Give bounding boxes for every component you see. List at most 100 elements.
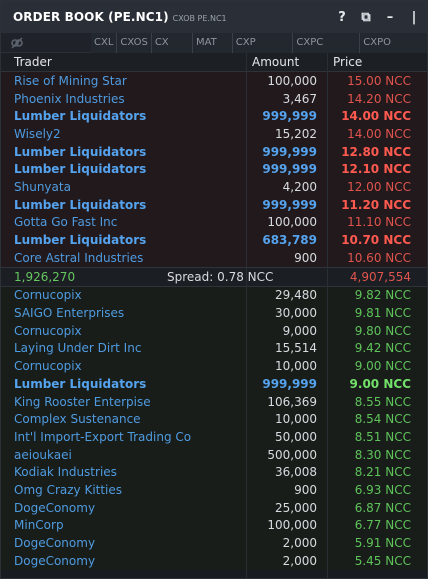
ask-order-row[interactable]: Phoenix Industries 3,467 14.20 NCC — [1, 89, 427, 108]
bid-order-row[interactable]: Cornucopix 10,000 9.00 NCC — [1, 357, 427, 375]
trader-name[interactable]: Rise of Mining Star — [14, 73, 127, 88]
order-price: 15.00 NCC — [347, 73, 411, 88]
trader-name[interactable]: Kodiak Industries — [14, 465, 117, 480]
trader-name[interactable]: Cornucopix — [14, 323, 82, 338]
trader-name[interactable]: Lumber Liquidators — [14, 233, 147, 248]
header-price[interactable]: Price — [333, 55, 363, 69]
order-amount: 999,999 — [262, 376, 317, 391]
exchange-tab[interactable]: CXPO PE.NC1 — [359, 33, 427, 68]
bid-order-row[interactable]: Complex Sustenance 10,000 8.54 NCC — [1, 410, 427, 429]
bid-order-row[interactable]: Kodiak Industries 36,008 8.21 NCC — [1, 463, 427, 482]
trader-name[interactable]: King Rooster Enterpise — [14, 394, 151, 409]
order-amount: 10,000 — [275, 359, 317, 374]
bid-order-row[interactable]: Cornucopix 9,000 9.80 NCC — [1, 321, 427, 340]
table-header: Trader Amount Price — [1, 53, 427, 72]
trader-name[interactable]: Cornucopix — [14, 288, 82, 303]
bid-order-row[interactable]: DogeConomy 2,000 5.91 NCC — [1, 534, 427, 552]
order-price: 14.00 NCC — [341, 109, 411, 124]
ask-order-row[interactable]: Rise of Mining Star 100,000 15.00 NCC — [1, 72, 427, 90]
ask-order-row[interactable]: Lumber Liquidators 999,999 11.20 NCC — [1, 195, 427, 214]
bid-list: Cornucopix 29,480 9.82 NCC SAIGO Enterprise… — [1, 286, 427, 570]
spread-label: Spread: 0.78 NCC — [167, 269, 274, 284]
exchange-tab[interactable]: CX NC1 — [150, 33, 192, 68]
ask-order-row[interactable]: Shunyata 4,200 12.00 NCC — [1, 178, 427, 196]
ask-order-row[interactable]: Lumber Liquidators 999,999 12.10 NCC — [1, 160, 427, 179]
order-price: 8.55 NCC — [354, 394, 411, 409]
order-amount: 999,999 — [262, 162, 317, 177]
exchange-tab[interactable]: CXL — [91, 33, 117, 53]
trader-name[interactable]: Phoenix Industries — [14, 91, 125, 106]
trader-name[interactable]: Laying Under Dirt Inc — [14, 341, 142, 356]
ask-order-row[interactable]: Lumber Liquidators 999,999 14.00 NCC — [1, 107, 427, 126]
order-price: 14.00 NCC — [347, 126, 411, 141]
exchange-tab[interactable]: MAT PE — [191, 33, 232, 68]
order-amount: 2,000 — [282, 553, 317, 568]
order-price: 5.45 NCC — [354, 553, 411, 568]
trader-name[interactable]: DogeConomy — [14, 536, 96, 551]
bid-order-row[interactable]: MinCorp 100,000 6.77 NCC — [1, 516, 427, 535]
trader-name[interactable]: Int'l Import-Export Trading Co — [14, 429, 192, 444]
pin-button[interactable]: | — [411, 9, 417, 25]
trader-name[interactable]: Core Astral Industries — [14, 250, 144, 265]
bid-order-row[interactable]: Omg Crazy Kitties 900 6.93 NCC — [1, 481, 427, 499]
exchange-tab[interactable]: CXOS — [116, 33, 151, 53]
order-price: 11.10 NCC — [347, 215, 411, 230]
trader-name[interactable]: Complex Sustenance — [14, 412, 141, 427]
order-amount: 29,480 — [275, 288, 317, 303]
order-amount: 106,369 — [267, 394, 317, 409]
bid-order-row[interactable]: aeioukaei 500,000 8.30 NCC — [1, 445, 427, 464]
title-bar[interactable]: ORDER BOOK (PE.NC1) CXOB PE.NC1 ? ⧉ – | — [1, 1, 427, 33]
column-divider — [246, 53, 247, 578]
minimize-button[interactable]: – — [386, 9, 394, 25]
trader-name[interactable]: aeioukaei — [14, 447, 72, 462]
trader-name[interactable]: Lumber Liquidators — [14, 109, 147, 124]
header-trader[interactable]: Trader — [14, 55, 52, 69]
order-amount: 999,999 — [262, 109, 317, 124]
trader-name[interactable]: Lumber Liquidators — [14, 197, 147, 212]
link-icon[interactable] — [10, 36, 24, 50]
trader-name[interactable]: MinCorp — [14, 518, 64, 533]
bid-order-row[interactable]: SAIGO Enterprises 30,000 9.81 NCC — [1, 304, 427, 322]
header-amount[interactable]: Amount — [252, 55, 300, 69]
trader-name[interactable]: Lumber Liquidators — [14, 162, 147, 177]
bid-total: 1,926,270 — [14, 269, 76, 284]
order-price: 12.80 NCC — [341, 144, 411, 159]
bid-order-row[interactable]: Lumber Liquidators 999,999 9.00 NCC — [1, 375, 427, 393]
bid-order-row[interactable]: Laying Under Dirt Inc 15,514 9.42 NCC — [1, 339, 427, 358]
order-price: 9.81 NCC — [354, 306, 411, 321]
ask-order-row[interactable]: Lumber Liquidators 999,999 12.80 NCC — [1, 142, 427, 161]
help-button[interactable]: ? — [338, 9, 346, 25]
ask-order-row[interactable]: Lumber Liquidators 683,789 10.70 NCC — [1, 231, 427, 249]
trader-name[interactable]: Lumber Liquidators — [14, 376, 147, 391]
trader-name[interactable]: Gotta Go Fast Inc — [14, 215, 118, 230]
bid-order-row[interactable]: DogeConomy 2,000 5.45 NCC — [1, 551, 427, 570]
trader-name[interactable]: DogeConomy — [14, 500, 96, 515]
ask-order-row[interactable]: Gotta Go Fast Inc 100,000 11.10 NCC — [1, 213, 427, 232]
trader-name[interactable]: SAIGO Enterprises — [14, 306, 125, 321]
order-amount: 2,000 — [282, 536, 317, 551]
order-amount: 683,789 — [262, 233, 317, 248]
trader-name[interactable]: Wisely2 — [14, 126, 61, 141]
trader-name[interactable]: Cornucopix — [14, 359, 82, 374]
order-amount: 15,202 — [275, 126, 317, 141]
order-price: 6.87 NCC — [354, 500, 411, 515]
order-amount: 25,000 — [275, 500, 317, 515]
window-title: ORDER BOOK (PE.NC1) — [13, 10, 169, 24]
bid-order-row[interactable]: King Rooster Enterpise 106,369 8.55 NCC — [1, 392, 427, 411]
trader-name[interactable]: DogeConomy — [14, 553, 96, 568]
bid-order-row[interactable]: DogeConomy 25,000 6.87 NCC — [1, 498, 427, 517]
exchange-tab[interactable]: CXP PE.NC1 — [231, 33, 293, 68]
bid-order-row[interactable]: Int'l Import-Export Trading Co 50,000 8.51… — [1, 428, 427, 446]
ask-order-row[interactable]: Core Astral Industries 900 10.60 NCC — [1, 248, 427, 267]
exchange-tab[interactable]: CXPC PE.NC1 — [292, 33, 360, 68]
trader-name[interactable]: Omg Crazy Kitties — [14, 482, 123, 497]
trader-name[interactable]: Lumber Liquidators — [14, 144, 147, 159]
order-amount: 500,000 — [267, 447, 317, 462]
order-amount: 999,999 — [262, 144, 317, 159]
ask-order-row[interactable]: Wisely2 15,202 14.00 NCC — [1, 125, 427, 143]
bid-order-row[interactable]: Cornucopix 29,480 9.82 NCC — [1, 286, 427, 305]
trader-name[interactable]: Shunyata — [14, 179, 71, 194]
popout-button[interactable]: ⧉ — [361, 9, 371, 25]
